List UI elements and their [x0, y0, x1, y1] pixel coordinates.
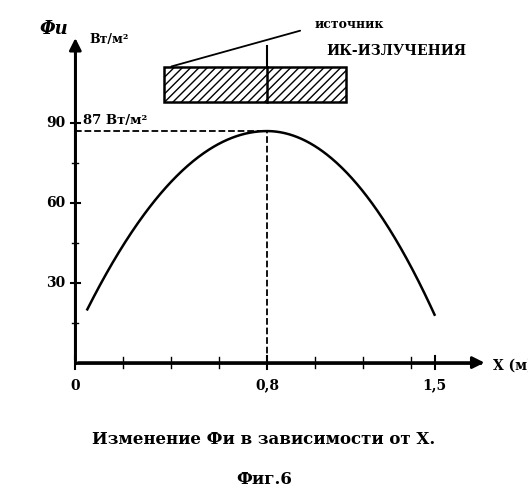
Text: 87 Вт/м²: 87 Вт/м²: [82, 114, 147, 127]
Text: 0: 0: [71, 379, 80, 393]
Text: 60: 60: [46, 196, 66, 210]
Text: Фиг.6: Фиг.6: [236, 471, 292, 488]
Text: 0,8: 0,8: [255, 379, 279, 393]
Text: 1,5: 1,5: [422, 379, 447, 393]
Text: ИК-ИЗЛУЧЕНИЯ: ИК-ИЗЛУЧЕНИЯ: [327, 44, 467, 58]
Text: Φи: Φи: [40, 20, 68, 38]
Text: Вт/м²: Вт/м²: [90, 33, 129, 46]
Text: источник: источник: [315, 18, 384, 31]
Text: Изменение Фи в зависимости от X.: Изменение Фи в зависимости от X.: [92, 431, 436, 448]
Bar: [164, 67, 346, 102]
Text: X (м): X (м): [493, 358, 528, 372]
Text: 30: 30: [46, 276, 66, 290]
Text: 90: 90: [46, 116, 66, 130]
